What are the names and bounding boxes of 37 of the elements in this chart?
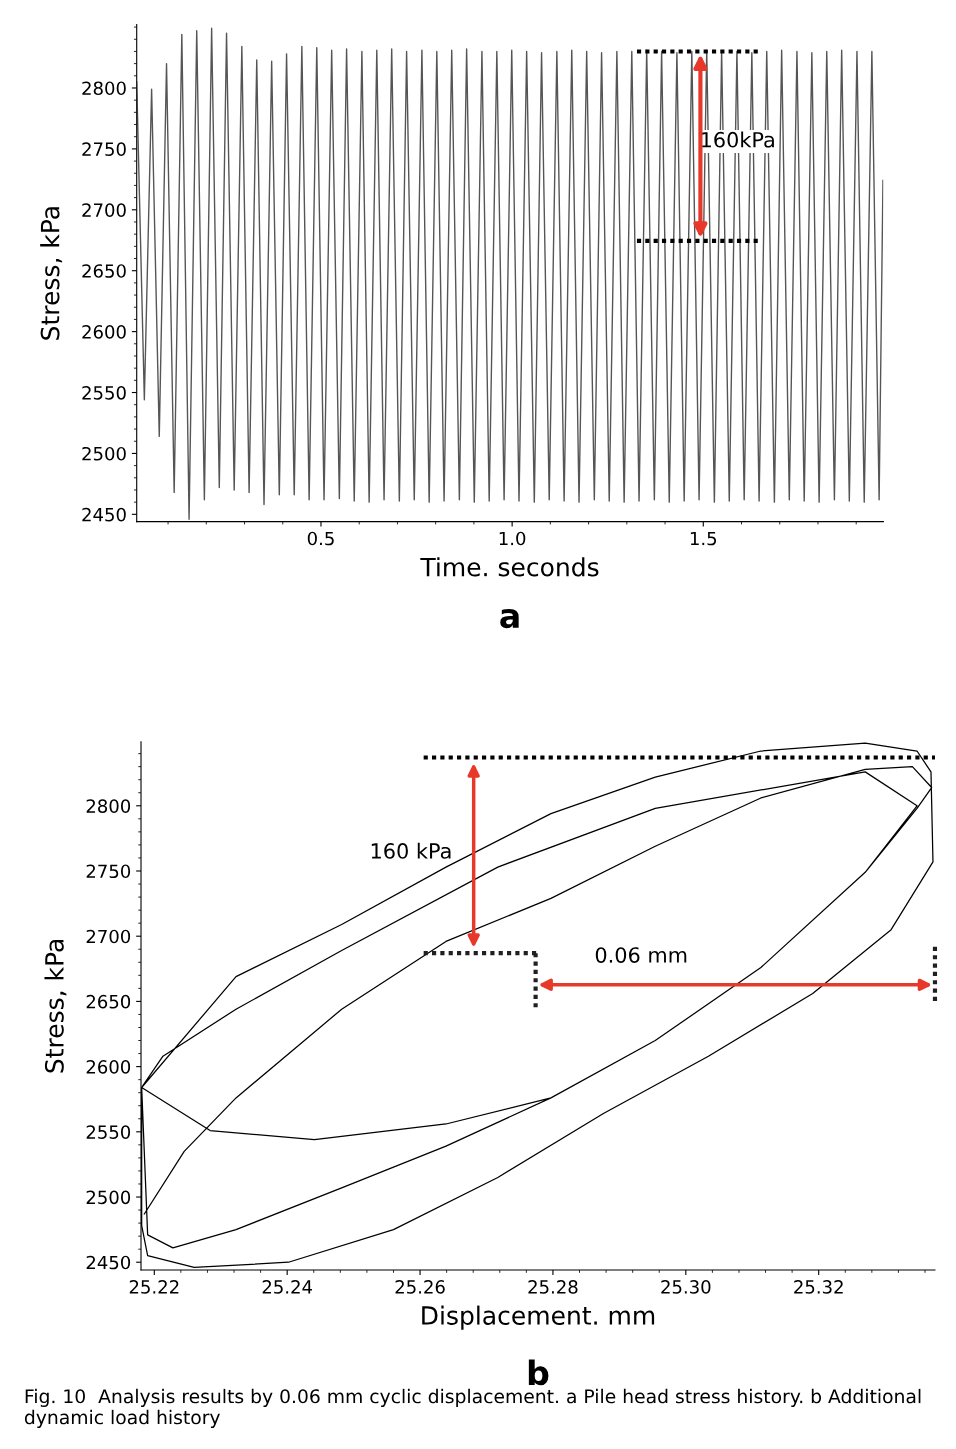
- y-tick-label: 2650: [82, 264, 126, 278]
- x-tick-label: 1.0: [499, 531, 526, 546]
- y-tick-label: 2500: [82, 446, 126, 461]
- x-tick-label: 25.22: [129, 1280, 179, 1294]
- y-tick-label: 2800: [86, 799, 131, 813]
- x-tick-label: 1.5: [690, 531, 717, 546]
- y-tick-label: 2750: [86, 864, 131, 879]
- y-tick-label: 2800: [82, 81, 126, 96]
- caption: Fig. 10 Analysis results by 0.06 mm cyclic displacement. a Pile head stress history. b Additional dynamic load history: [24, 1388, 921, 1428]
- x-tick-label: 25.32: [794, 1280, 843, 1294]
- x-axis-title: Displacement. mm: [422, 1305, 655, 1330]
- text: b: [528, 1359, 549, 1386]
- x-tick-label: 25.28: [528, 1280, 578, 1294]
- x-tick-label: 25.24: [262, 1280, 313, 1294]
- line-series: [136, 27, 884, 520]
- y-tick-label: 2700: [82, 203, 126, 217]
- y-tick-label: 2700: [86, 929, 131, 944]
- text: a: [500, 609, 519, 629]
- y-tick-label: 2450: [86, 1255, 131, 1270]
- annotation: 160kPa: [701, 131, 774, 148]
- x-tick-label: 25.30: [661, 1280, 711, 1294]
- line-series: [141, 742, 934, 1269]
- y-tick-label: 2550: [82, 385, 126, 400]
- y-tick-label: 2750: [82, 142, 126, 156]
- y-axis-title: Stress, kPa: [40, 207, 63, 340]
- y-axis-title: Stress, kPa: [44, 940, 67, 1073]
- y-tick-label: 2650: [86, 994, 131, 1009]
- y-tick-label: 2450: [82, 507, 126, 522]
- y-tick-label: 2500: [86, 1190, 131, 1205]
- y-tick-label: 2550: [86, 1125, 131, 1139]
- y-tick-label: 2600: [82, 325, 126, 339]
- x-tick-label: 0.5: [307, 531, 334, 546]
- annotation: 160 kPa: [371, 842, 451, 859]
- annotation: 0.06 mm: [595, 947, 687, 963]
- x-axis-title: Time. seconds: [420, 557, 599, 577]
- x-tick-label: 25.26: [395, 1280, 445, 1294]
- y-tick-label: 2600: [86, 1060, 131, 1074]
